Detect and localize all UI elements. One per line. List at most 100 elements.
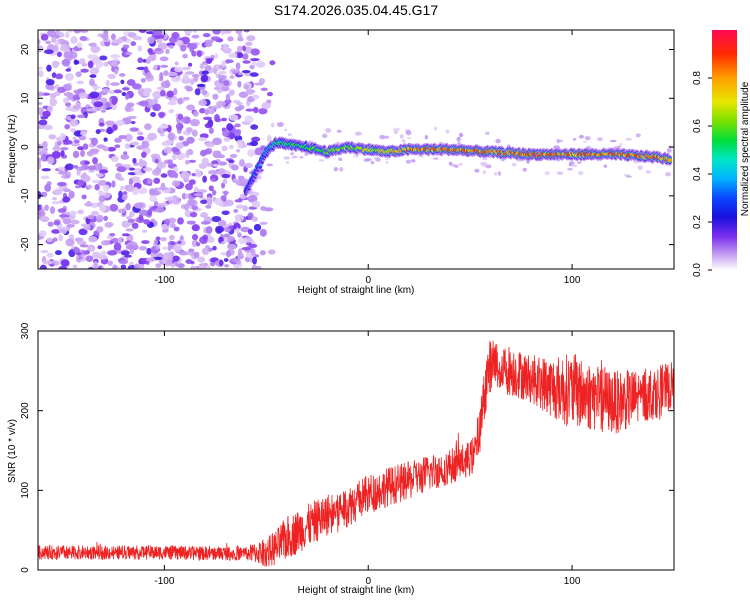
spectrogram-noise-speckle xyxy=(125,202,131,211)
spectrogram-noise-speckle xyxy=(197,137,208,142)
spectrogram-noise-speckle xyxy=(40,191,48,198)
spectrogram-noise-speckle xyxy=(54,84,60,89)
spectrogram-noise-speckle xyxy=(63,188,71,193)
spectrogram-noise-speckle xyxy=(145,60,151,64)
colorbar-tick-label: 0.2 xyxy=(692,215,703,229)
spectrogram-noise-speckle xyxy=(160,173,168,178)
spectrogram-noise-speckle xyxy=(142,90,151,97)
spectrogram-noise-speckle xyxy=(212,150,222,159)
spectrogram-noise-speckle xyxy=(193,193,204,197)
spectrogram-noise-speckle xyxy=(63,97,69,104)
spectrogram-noise-speckle xyxy=(160,80,171,89)
spectrogram-noise-speckle xyxy=(38,119,48,126)
spectrogram-noise-speckle xyxy=(172,244,182,253)
spectrogram-noise-speckle xyxy=(236,52,244,59)
spectrogram-noise-speckle xyxy=(137,187,148,195)
spectrogram-noise-speckle xyxy=(149,195,158,203)
spectrogram-noise-speckle xyxy=(184,193,189,199)
spectrogram-noise-speckle xyxy=(204,122,213,129)
spectrogram-noise-speckle xyxy=(167,159,173,166)
spectrogram-noise-speckle xyxy=(98,122,105,127)
snr-y-tick-label: 200 xyxy=(20,402,31,419)
spectrogram-noise-speckle xyxy=(115,172,122,180)
spectrogram-noise-speckle xyxy=(220,241,226,245)
spectrogram-noise-speckle xyxy=(99,55,108,61)
spectrogram-noise-speckle xyxy=(74,60,80,65)
spectrogram-noise-speckle xyxy=(244,256,251,263)
spectrogram-noise-speckle xyxy=(64,124,71,130)
spectrogram-noise-speckle xyxy=(77,146,85,151)
spectrogram-noise-speckle xyxy=(74,185,82,189)
spectrogram-noise-speckle xyxy=(402,139,406,143)
spectrogram-noise-speckle xyxy=(76,169,81,176)
spectrogram-noise-speckle xyxy=(210,36,221,41)
spectrogram-noise-speckle xyxy=(253,223,262,232)
spectrogram-noise-speckle xyxy=(131,222,139,230)
spectrogram-noise-speckle xyxy=(197,256,206,263)
spectrogram-noise-speckle xyxy=(220,30,225,36)
spectrogram-noise-speckle xyxy=(88,42,97,47)
spectrogram-noise-speckle xyxy=(192,110,199,117)
spectrogram-noise-speckle xyxy=(385,160,389,164)
spectrogram-noise-speckle xyxy=(79,36,88,42)
spectrogram-noise-speckle xyxy=(54,250,62,256)
spectrogram-noise-speckle xyxy=(200,149,207,157)
spectrogram-noise-speckle xyxy=(79,244,89,248)
spectrogram-noise-speckle xyxy=(230,257,241,263)
spectrogram-noise-speckle xyxy=(110,61,119,67)
spectrogram-noise-speckle xyxy=(96,226,104,233)
spectrogram-noise-speckle xyxy=(226,250,231,258)
snr-y-ticks: 0 100 200 300 xyxy=(20,322,674,573)
spectrogram-noise-speckle xyxy=(201,247,210,256)
spectrogram-noise-speckle xyxy=(177,217,184,225)
spectrogram-noise-speckle xyxy=(242,53,249,60)
spectrogram-noise-speckle xyxy=(38,157,42,164)
spectrogram-noise-speckle xyxy=(96,218,102,223)
snr-x-tick-label: 100 xyxy=(564,576,581,587)
spectrogram-noise-speckle xyxy=(336,129,342,134)
spectrogram-noise-speckle xyxy=(474,168,480,173)
spectrogram-noise-speckle xyxy=(237,248,243,257)
spectrogram-frame xyxy=(37,29,675,270)
spectrogram-noise-speckle xyxy=(212,163,219,167)
spectrogram-noise-speckle xyxy=(208,185,214,192)
spectrogram-noise-speckle xyxy=(104,221,114,228)
spectrogram-noise-speckle xyxy=(129,211,135,218)
spectrogram-noise-speckle xyxy=(77,179,85,187)
spectrogram-noise-speckle xyxy=(567,168,574,171)
spectrogram-noise-speckle xyxy=(58,234,64,242)
spectrogram-noise-speckle xyxy=(58,214,69,218)
spectrogram-noise-speckle xyxy=(38,91,44,97)
spectrogram-noise-speckle xyxy=(126,216,132,220)
spectrogram-noise-speckle xyxy=(354,131,362,136)
spectrogram-noise-speckle xyxy=(76,42,83,49)
spectrogram-noise-speckle xyxy=(124,254,132,258)
spectrogram-noise-speckle xyxy=(146,257,156,263)
spectrogram-noise-speckle xyxy=(165,48,170,55)
spectrogram-noise-speckle xyxy=(182,73,189,82)
spectrogram-noise-speckle xyxy=(123,151,128,155)
spectrogram-noise-speckle xyxy=(151,168,161,176)
spectrogram-noise-speckle xyxy=(69,119,79,127)
spectrogram-noise-speckle xyxy=(58,170,68,175)
spectrogram-noise-speckle xyxy=(166,257,173,266)
spectrogram-noise-speckle xyxy=(251,200,261,208)
spectrogram-noise-speckle xyxy=(89,74,97,78)
spectrogram-noise-speckle xyxy=(186,136,195,144)
spectrogram-noise-speckle xyxy=(145,72,152,79)
spectrogram-noise-speckle xyxy=(173,226,180,232)
spectrogram-noise-speckle xyxy=(266,134,272,143)
spectrogram-noise-speckle xyxy=(40,175,50,180)
spectrogram-noise-speckle xyxy=(60,147,69,151)
spectrogram-noise-speckle xyxy=(236,139,243,145)
spectrogram-noise-speckle xyxy=(125,93,130,100)
spectrogram-noise-speckle xyxy=(245,88,255,96)
spectrogram-noise-speckle xyxy=(224,98,232,105)
spectrogram-noise-speckle xyxy=(252,94,260,100)
spectrogram-noise-speckle xyxy=(259,228,267,237)
spectrogram-noise-speckle xyxy=(214,53,219,59)
spectrogram-noise-speckle xyxy=(151,191,160,196)
spectrogram-noise-speckle xyxy=(168,234,175,241)
spectrogram-noise-speckle xyxy=(43,124,53,131)
spectrogram-noise-speckle xyxy=(125,51,133,55)
